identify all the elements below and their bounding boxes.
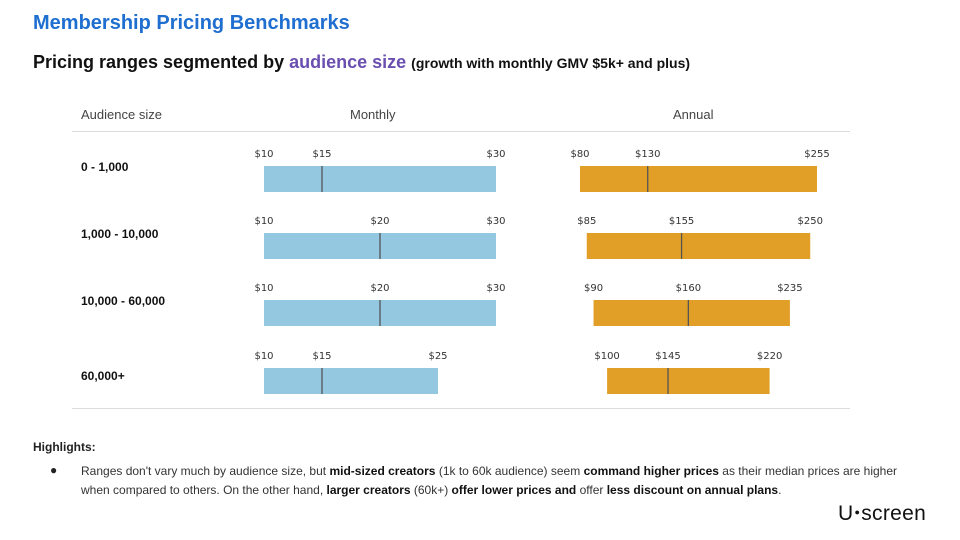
subtitle-note: (growth with monthly GMV $5k+ and plus): [411, 55, 691, 71]
text-bold: offer lower prices and: [451, 483, 577, 497]
monthly-value-label: $15: [312, 351, 331, 362]
subtitle-highlight: audience size: [289, 52, 407, 72]
monthly-value-label: $30: [486, 216, 505, 227]
monthly-value-label: $10: [254, 149, 273, 160]
logo-dot: ●: [854, 507, 861, 518]
monthly-value-label: $30: [486, 283, 505, 294]
annual-value-label: $90: [584, 283, 603, 294]
annual-value-label: $145: [655, 351, 680, 362]
row-label: 1,000 - 10,000: [81, 227, 159, 241]
text-bold: larger creators: [326, 483, 411, 497]
monthly-value-label: $15: [312, 149, 331, 160]
highlights-heading: Highlights:: [33, 440, 96, 454]
annual-range-bar: [586, 233, 811, 259]
column-header-annual: Annual: [673, 107, 714, 122]
annual-value-label: $250: [798, 216, 823, 227]
annual-value-label: $220: [757, 351, 782, 362]
monthly-value-label: $10: [254, 216, 273, 227]
subtitle-main: Pricing ranges segmented by: [33, 52, 285, 72]
text-segment: as their median prices are higher when c…: [81, 464, 898, 497]
text-segment: (1k to 60k audience) seem: [435, 464, 584, 478]
monthly-range-bar: [264, 368, 438, 394]
monthly-value-label: $30: [486, 149, 505, 160]
column-header-audience: Audience size: [81, 107, 162, 122]
annual-range-bar: [607, 368, 770, 394]
text-bold: command higher prices: [583, 464, 719, 478]
annual-value-label: $235: [777, 283, 802, 294]
table-bottom-rule: [72, 408, 850, 409]
monthly-value-label: $10: [254, 351, 273, 362]
logo-right: screen: [861, 502, 927, 525]
text-segment: offer: [576, 483, 607, 497]
column-header-monthly: Monthly: [350, 107, 396, 122]
annual-range-bar: [593, 300, 790, 326]
annual-range-bar: [580, 166, 817, 192]
text-segment: .: [778, 483, 782, 497]
annual-value-label: $85: [577, 216, 596, 227]
chart-subtitle: Pricing ranges segmented by audience siz…: [33, 52, 690, 73]
text-bold: less discount on annual plans: [606, 483, 779, 497]
annual-value-label: $160: [676, 283, 701, 294]
highlights-text: Ranges don't vary much by audience size,…: [81, 462, 911, 500]
annual-value-label: $80: [570, 149, 589, 160]
text-bold: mid-sized creators: [329, 464, 436, 478]
monthly-value-label: $20: [370, 283, 389, 294]
row-label: 0 - 1,000: [81, 160, 129, 174]
monthly-value-label: $10: [254, 283, 273, 294]
monthly-range-bar: [264, 166, 496, 192]
text-segment: Ranges don't vary much by audience size,…: [81, 464, 330, 478]
monthly-value-label: $25: [428, 351, 447, 362]
page-title: Membership Pricing Benchmarks: [33, 12, 350, 34]
table-top-rule: [72, 131, 850, 132]
logo-left: U: [838, 502, 854, 525]
annual-value-label: $100: [594, 351, 619, 362]
bullet-icon: ●: [50, 463, 58, 477]
row-label: 10,000 - 60,000: [81, 294, 165, 308]
annual-value-label: $255: [804, 149, 829, 160]
row-label: 60,000+: [81, 369, 125, 383]
annual-value-label: $130: [635, 149, 660, 160]
monthly-value-label: $20: [370, 216, 389, 227]
annual-value-label: $155: [669, 216, 694, 227]
uscreen-logo: U●screen: [838, 502, 926, 526]
text-segment: (60k+): [410, 483, 452, 497]
